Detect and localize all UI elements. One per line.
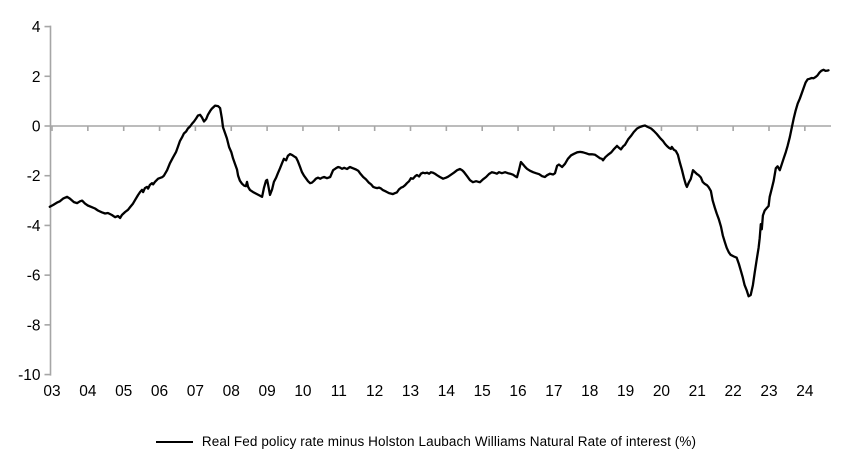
x-axis-label: 19 bbox=[617, 383, 634, 400]
y-axis-label: -4 bbox=[27, 218, 41, 235]
legend-line-swatch bbox=[155, 440, 193, 443]
series-line bbox=[48, 68, 830, 298]
y-axis-label: -2 bbox=[27, 168, 41, 185]
legend: Real Fed policy rate minus Holston Lauba… bbox=[0, 434, 852, 449]
y-axis-label: 2 bbox=[32, 69, 41, 86]
y-axis-label: -6 bbox=[27, 268, 41, 285]
y-axis-label: -8 bbox=[27, 317, 41, 334]
x-axis-label: 21 bbox=[689, 383, 706, 400]
x-axis-label: 08 bbox=[223, 383, 240, 400]
x-axis-label: 23 bbox=[760, 383, 777, 400]
y-axis-label: 0 bbox=[32, 119, 41, 136]
x-axis-label: 06 bbox=[151, 383, 168, 400]
x-axis-label: 12 bbox=[366, 383, 383, 400]
x-axis-label: 03 bbox=[43, 383, 60, 400]
x-axis-label: 15 bbox=[474, 383, 491, 400]
x-axis-label: 22 bbox=[725, 383, 742, 400]
x-axis-label: 20 bbox=[653, 383, 671, 400]
y-axis-label: 4 bbox=[32, 19, 41, 36]
x-axis-label: 16 bbox=[509, 383, 526, 400]
x-axis-label: 18 bbox=[581, 383, 598, 400]
x-axis-label: 09 bbox=[258, 383, 275, 400]
x-axis-label: 24 bbox=[796, 383, 814, 400]
x-axis-label: 10 bbox=[294, 383, 312, 400]
x-axis-label: 13 bbox=[402, 383, 419, 400]
x-axis-label: 05 bbox=[115, 383, 132, 400]
x-axis-label: 17 bbox=[545, 383, 562, 400]
x-axis-label: 07 bbox=[187, 383, 204, 400]
legend-label: Real Fed policy rate minus Holston Lauba… bbox=[201, 434, 697, 449]
x-axis-label: 04 bbox=[79, 383, 97, 400]
y-axis-label: -10 bbox=[18, 367, 41, 384]
x-axis-label: 14 bbox=[438, 383, 456, 400]
x-axis-label: 11 bbox=[331, 383, 347, 400]
